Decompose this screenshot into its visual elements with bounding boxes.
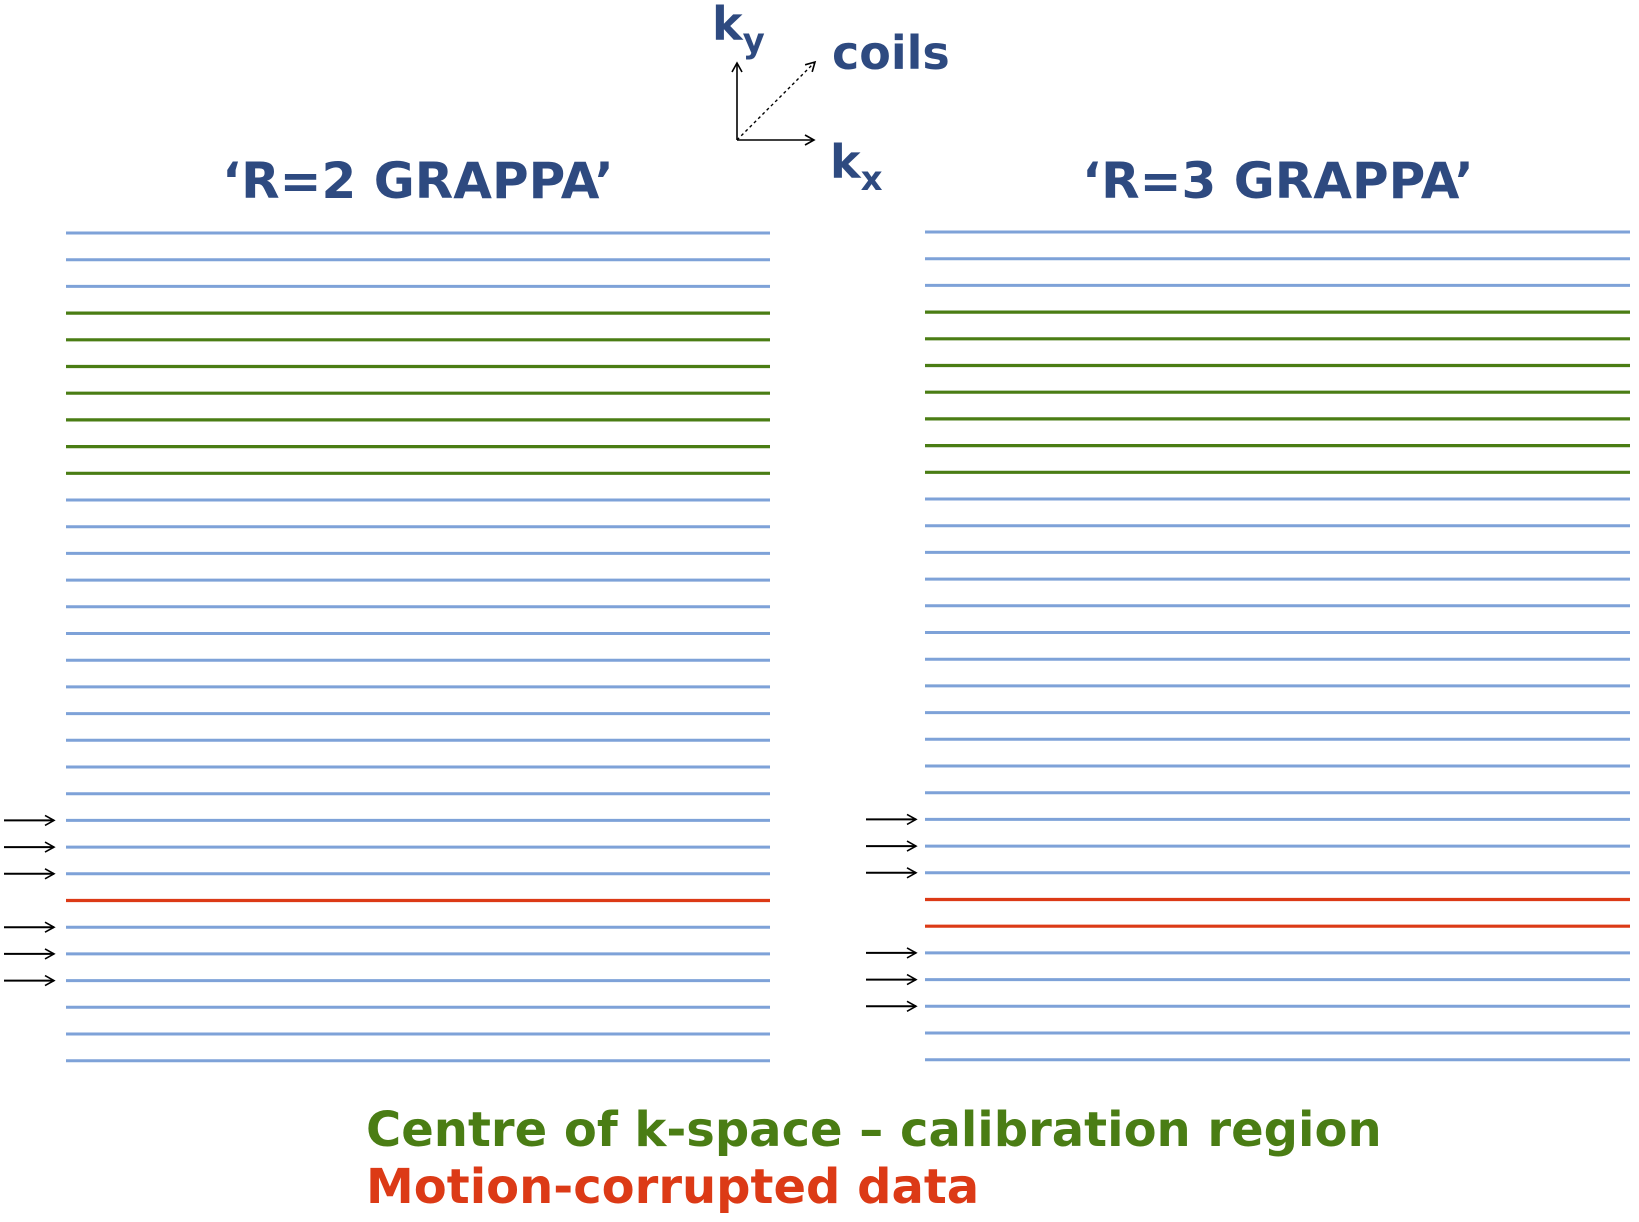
ky-label-sub: y [743, 21, 765, 61]
kspace-panel-r3 [866, 230, 1630, 1062]
legend-calibration: Centre of k-space – calibration region [366, 1102, 1382, 1158]
coils-label: coils [832, 26, 950, 80]
ky-label-base: k [712, 0, 744, 51]
panel-title-r3: ‘R=3 GRAPPA’ [1082, 152, 1474, 210]
ky-label: ky [712, 0, 765, 61]
axis-indicator: ky kx coils [712, 0, 950, 199]
coils-axis-arrow [736, 60, 817, 141]
kspace-panel-r2 [4, 231, 770, 1063]
kx-label-sub: x [861, 159, 883, 199]
kx-label-base: k [830, 135, 862, 189]
kx-label: kx [830, 135, 883, 199]
panel-title-r2: ‘R=2 GRAPPA’ [222, 152, 614, 210]
legend-motion: Motion-corrupted data [366, 1159, 979, 1215]
